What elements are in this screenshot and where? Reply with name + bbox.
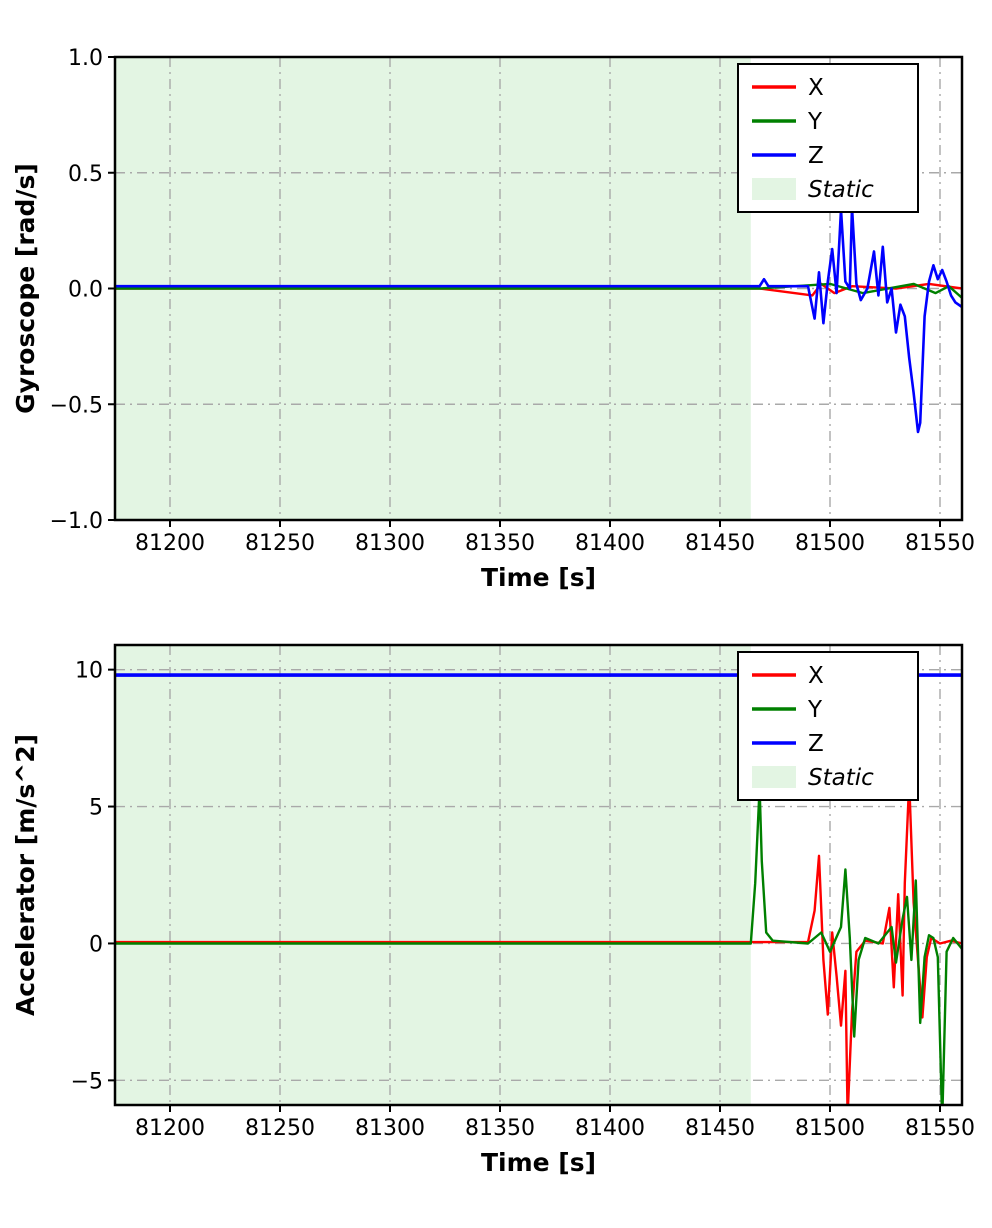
x-tick-label: 81550	[905, 531, 975, 556]
x-axis-label: Time [s]	[481, 1148, 596, 1177]
legend-swatch-Static	[752, 766, 796, 788]
x-tick-label: 81350	[465, 1116, 535, 1141]
y-tick-label: 1.0	[68, 46, 103, 71]
x-tick-label: 81400	[575, 1116, 645, 1141]
static-region	[115, 645, 751, 1105]
legend-label-Static: Static	[808, 177, 874, 203]
x-tick-label: 81500	[795, 1116, 865, 1141]
y-tick-label: 0.5	[68, 162, 103, 187]
y-tick-label: 10	[75, 659, 103, 684]
y-tick-label: 0	[89, 932, 103, 957]
y-tick-label: 5	[89, 796, 103, 821]
legend: XYZ Static	[737, 651, 919, 801]
series-Z	[115, 206, 962, 434]
legend-label-Y: Y	[807, 697, 823, 723]
x-tick-label: 81200	[135, 1116, 205, 1141]
legend-label-Z: Z	[808, 731, 824, 757]
y-tick-label: −1.0	[50, 509, 103, 534]
tick-marks	[108, 668, 941, 1112]
x-tick-label: 81350	[465, 531, 535, 556]
legend-swatch-Static	[752, 178, 796, 200]
x-axis-label: Time [s]	[481, 563, 596, 592]
y-tick-label: −5	[71, 1069, 103, 1094]
x-tick-label: 81400	[575, 531, 645, 556]
x-tick-label: 81250	[245, 1116, 315, 1141]
x-tick-label: 81250	[245, 531, 315, 556]
x-tick-label: 81450	[685, 1116, 755, 1141]
x-tick-label: 81500	[795, 531, 865, 556]
y-tick-label: −0.5	[50, 393, 103, 418]
series-Y	[115, 282, 962, 299]
legend-label-X: X	[808, 75, 824, 101]
axes-frame	[113, 643, 964, 1107]
y-axis-label: Accelerator [m/s^2]	[11, 734, 40, 1016]
legend-label-Z: Z	[808, 143, 824, 169]
x-tick-label: 81450	[685, 531, 755, 556]
y-axis-label: Gyroscope [rad/s]	[11, 163, 40, 414]
legend-label-Static: Static	[808, 765, 874, 791]
x-tick-label: 81200	[135, 531, 205, 556]
x-tick-label: 81300	[355, 1116, 425, 1141]
legend-label-X: X	[808, 663, 824, 689]
x-tick-label: 81550	[905, 1116, 975, 1141]
tick-marks	[108, 56, 941, 527]
legend: XYZ Static	[737, 63, 919, 213]
accelerator-chart: 81200 81250 81300 81350 81400 81450 81500 81550…	[11, 643, 975, 1177]
series-Y	[115, 786, 962, 1105]
gyroscope-chart: 81200 81250 81300 81350 81400 81450 81500 81550…	[11, 46, 975, 592]
y-tick-label: 0.0	[68, 278, 103, 303]
x-tick-label: 81300	[355, 531, 425, 556]
legend-label-Y: Y	[807, 109, 823, 135]
